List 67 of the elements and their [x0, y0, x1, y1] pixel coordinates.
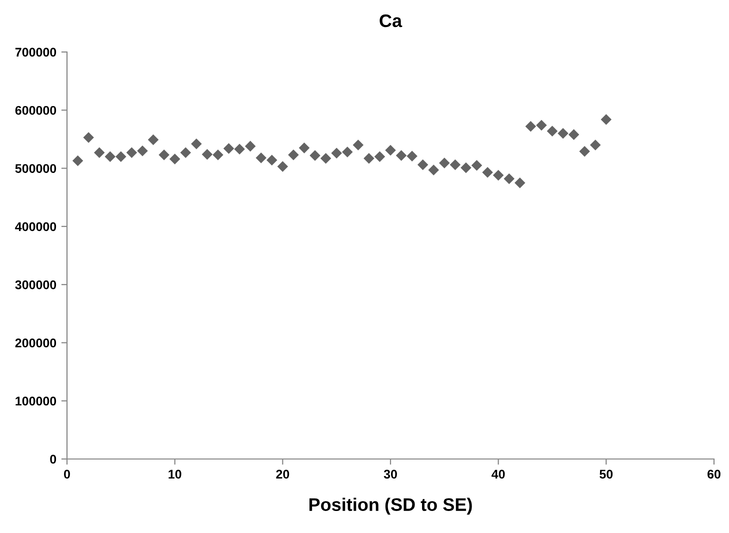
point — [244, 140, 256, 152]
point — [83, 132, 94, 143]
x-tick-label: 10 — [168, 470, 182, 479]
point — [439, 158, 450, 168]
point — [492, 170, 504, 181]
point — [352, 140, 364, 150]
x-tick-label: 0 — [64, 470, 70, 479]
point — [428, 164, 440, 176]
point — [202, 148, 213, 160]
point — [374, 151, 386, 162]
point — [450, 159, 461, 170]
point — [191, 138, 202, 150]
point — [137, 145, 148, 156]
point — [169, 154, 180, 164]
y-tick-label: 200000 — [15, 338, 56, 348]
point — [94, 147, 105, 158]
point — [385, 144, 396, 156]
point — [558, 128, 568, 139]
point — [310, 150, 320, 161]
point — [514, 177, 526, 188]
point — [180, 147, 191, 158]
chart-title: Ca — [380, 14, 402, 28]
point — [288, 150, 299, 160]
y-tick-label: 0 — [50, 454, 56, 464]
point — [342, 146, 353, 158]
point — [320, 153, 332, 164]
point — [126, 147, 138, 158]
point — [568, 129, 580, 140]
point — [460, 162, 472, 174]
point — [148, 134, 159, 146]
point — [277, 161, 288, 172]
point — [406, 150, 418, 162]
point — [104, 151, 116, 162]
point — [546, 126, 558, 136]
x-tick-label: 50 — [600, 470, 613, 479]
x-tick-label: 20 — [276, 470, 290, 479]
point — [471, 160, 482, 171]
point — [72, 155, 84, 166]
y-tick-label: 400000 — [15, 222, 56, 232]
point — [579, 146, 590, 157]
y-tick-label: 700000 — [15, 48, 56, 57]
point — [600, 114, 612, 125]
point — [504, 173, 514, 184]
point — [298, 142, 310, 154]
point — [482, 166, 493, 178]
point — [417, 159, 428, 170]
point — [256, 152, 266, 164]
point — [158, 150, 170, 160]
point — [590, 140, 601, 150]
point — [396, 150, 407, 161]
point — [536, 120, 547, 131]
y-tick-label: 600000 — [15, 106, 56, 115]
point — [266, 154, 278, 166]
point — [116, 151, 126, 162]
point — [234, 144, 245, 154]
point — [525, 121, 536, 132]
y-tick-label: 100000 — [16, 396, 56, 406]
x-tick-label: 60 — [708, 470, 720, 479]
x-tick-label: 30 — [384, 470, 397, 479]
point — [212, 150, 224, 160]
point — [223, 143, 234, 154]
y-tick-label: 500000 — [15, 164, 56, 173]
point — [331, 148, 342, 159]
point — [364, 153, 374, 164]
x-tick-label: 40 — [492, 470, 505, 479]
x-axis-title: Position (SD to SE) — [309, 498, 472, 515]
y-tick-label: 300000 — [15, 280, 56, 290]
